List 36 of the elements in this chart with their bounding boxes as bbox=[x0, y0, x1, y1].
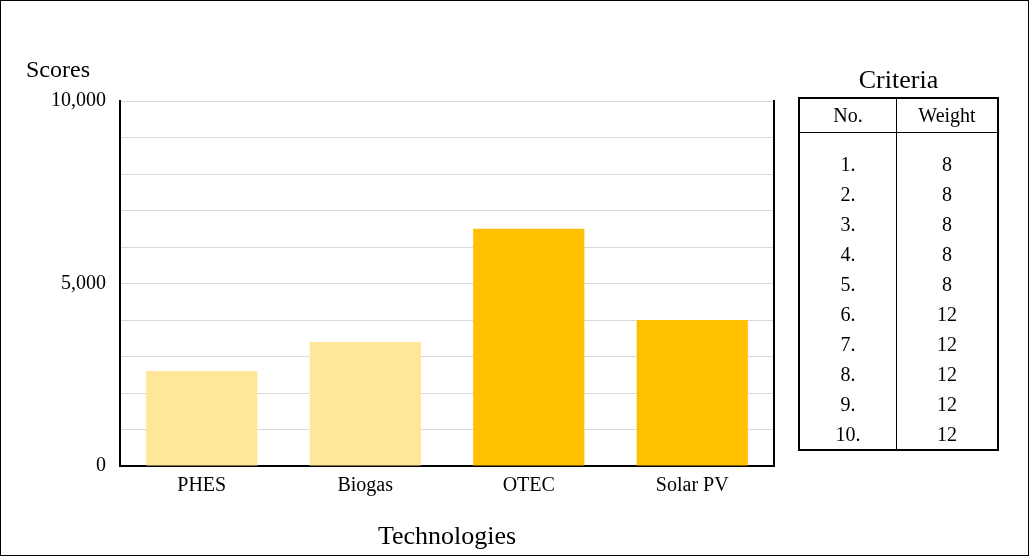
bar bbox=[636, 320, 748, 466]
y-tick-label: 10. bbox=[799, 419, 897, 450]
y-tick-label: 5. bbox=[799, 269, 897, 299]
data-label: 8 bbox=[941, 242, 953, 267]
y-tick-label: 7. bbox=[799, 329, 897, 359]
y-tick-label: 1. bbox=[799, 149, 897, 179]
data-label: 12 bbox=[936, 392, 958, 417]
y-tick-label: 0 bbox=[96, 453, 106, 476]
bar bbox=[309, 341, 421, 466]
y-axis-title: Scores bbox=[26, 56, 90, 82]
x-tick-label: PHES bbox=[177, 473, 227, 496]
chart-title: Criteria bbox=[857, 64, 940, 96]
y-axis-title: No. bbox=[799, 98, 897, 133]
x-tick-label: Solar PV bbox=[655, 473, 730, 496]
y-tick-label: 6. bbox=[799, 299, 897, 329]
bar bbox=[473, 228, 585, 466]
y-tick-label: 3. bbox=[799, 209, 897, 239]
data-label: 8 bbox=[941, 152, 953, 177]
data-label: 12 bbox=[936, 332, 958, 357]
x-tick-label: OTEC bbox=[502, 473, 555, 496]
data-label: 12 bbox=[936, 422, 958, 447]
y-tick-label: 2. bbox=[799, 179, 897, 209]
data-label: 12 bbox=[936, 362, 958, 387]
x-tick-label: Biogas bbox=[337, 473, 394, 497]
x-axis-title: Technologies bbox=[377, 521, 517, 551]
data-label: 12 bbox=[936, 302, 958, 327]
data-label: 8 bbox=[941, 182, 953, 207]
y-tick-label: 9. bbox=[799, 389, 897, 419]
y-tick-label: 5,000 bbox=[61, 270, 106, 293]
y-tick-label: 10,000 bbox=[51, 88, 106, 111]
y-tick-label: 8. bbox=[799, 359, 897, 389]
bar bbox=[146, 371, 258, 466]
data-label: 8 bbox=[941, 212, 953, 237]
y-tick-label: 4. bbox=[799, 239, 897, 269]
x-tick-label: Weight bbox=[896, 98, 998, 133]
data-label: 8 bbox=[941, 272, 953, 297]
